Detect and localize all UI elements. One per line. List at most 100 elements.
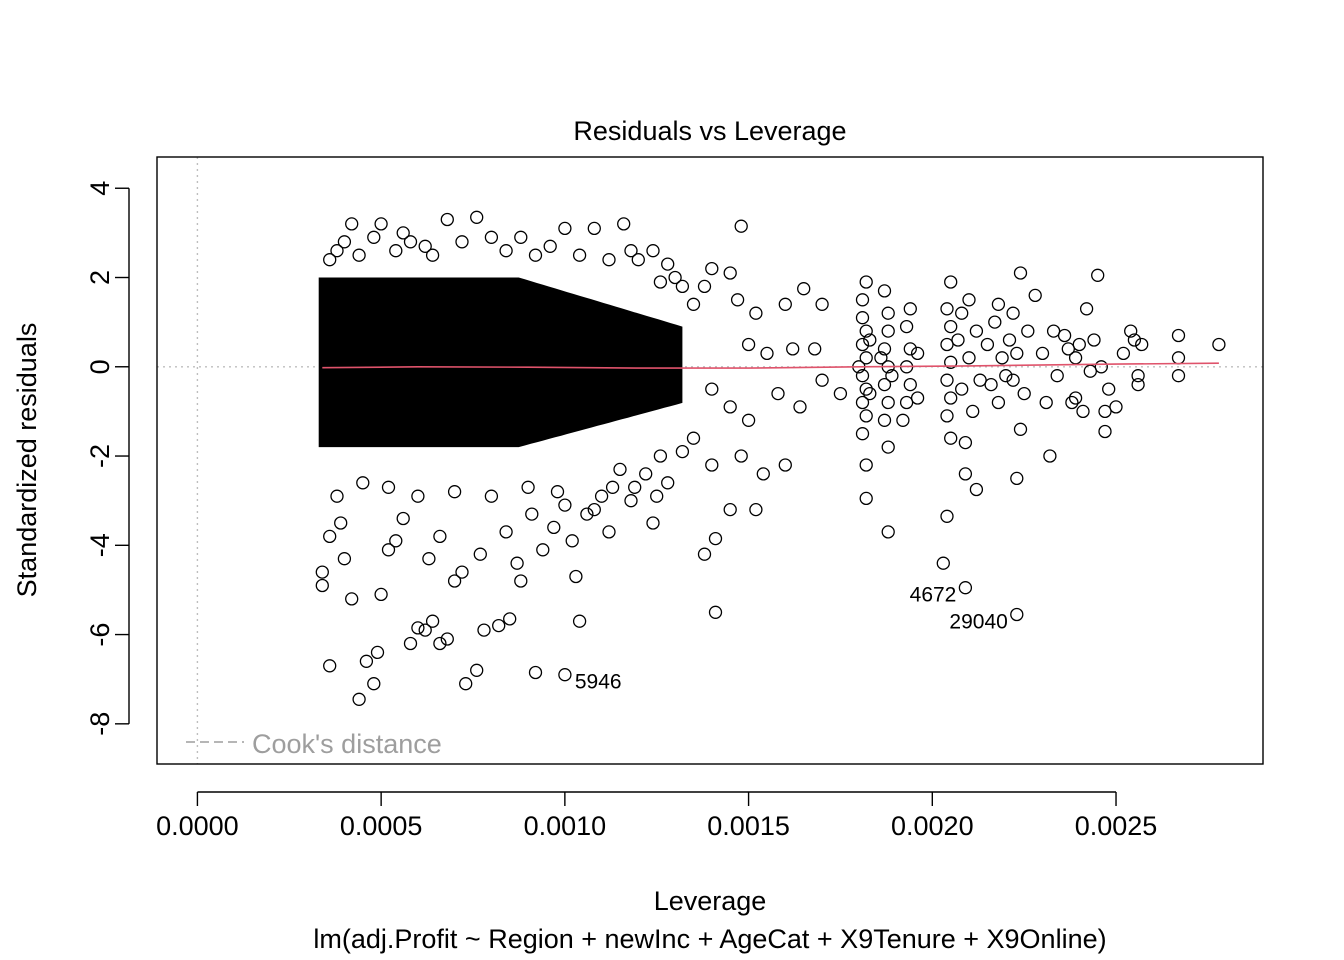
data-point <box>1013 422 1028 436</box>
data-point <box>1010 471 1024 486</box>
data-point <box>602 525 616 539</box>
y-tick-label: 4 <box>85 181 115 196</box>
data-point <box>697 279 712 294</box>
dense-point-cloud <box>318 277 683 448</box>
data-point <box>1171 369 1186 383</box>
data-point <box>899 319 914 334</box>
data-point <box>359 654 374 668</box>
data-point <box>403 636 418 651</box>
data-point <box>741 337 756 352</box>
data-point <box>367 230 381 244</box>
data-point <box>374 217 388 231</box>
data-point <box>955 382 969 396</box>
data-point <box>1013 266 1028 280</box>
data-point <box>778 458 792 472</box>
data-point <box>381 480 396 494</box>
data-point <box>1028 288 1042 303</box>
data-point <box>903 377 917 392</box>
data-point <box>473 547 487 561</box>
data-point <box>661 257 675 271</box>
data-point <box>499 244 513 258</box>
smooth-line <box>322 362 1219 369</box>
data-point <box>345 217 359 231</box>
data-point <box>877 284 892 298</box>
data-point <box>940 409 954 423</box>
data-point <box>705 261 719 276</box>
data-point <box>396 226 410 240</box>
data-point <box>855 427 870 441</box>
data-point <box>440 632 454 646</box>
x-axis: 0.0000 0.0005 0.0010 0.0015 0.0020 0.0025 <box>156 791 1157 841</box>
data-point <box>543 239 557 253</box>
data-point <box>749 502 763 517</box>
data-point <box>969 482 984 497</box>
data-point <box>1035 346 1050 361</box>
data-point <box>617 217 631 231</box>
data-point <box>793 400 807 414</box>
data-point <box>899 395 914 410</box>
data-point <box>334 516 348 530</box>
data-point <box>940 373 954 387</box>
data-point <box>605 480 620 494</box>
data-point <box>859 382 873 396</box>
point-label: 5946 <box>575 671 622 694</box>
data-point <box>1046 324 1061 338</box>
data-point <box>885 369 899 383</box>
data-point <box>859 275 873 289</box>
data-point <box>455 235 469 249</box>
data-point <box>859 409 873 423</box>
data-point <box>503 612 517 626</box>
data-point <box>558 498 572 512</box>
x-tick-label: 0.0005 <box>340 811 423 841</box>
data-point <box>550 485 565 499</box>
data-point <box>323 253 337 267</box>
data-point <box>944 319 958 334</box>
data-point <box>1098 404 1112 419</box>
data-point <box>940 509 954 523</box>
data-point <box>558 221 572 236</box>
data-point <box>315 565 329 579</box>
data-point <box>433 529 447 544</box>
data-point <box>367 677 381 691</box>
data-point <box>374 587 388 602</box>
data-point <box>1043 449 1057 463</box>
data-point <box>966 404 980 419</box>
data-point <box>859 351 873 365</box>
data-point <box>594 489 609 503</box>
y-axis-label: Standardized residuals <box>12 323 42 598</box>
labeled-data-point <box>958 581 973 595</box>
data-point <box>1061 342 1075 356</box>
y-tick-label: -2 <box>85 444 115 468</box>
data-point <box>988 315 1002 329</box>
data-point <box>855 395 870 410</box>
data-point <box>528 665 543 680</box>
data-point <box>815 373 829 387</box>
data-point <box>422 552 436 566</box>
data-point <box>940 302 954 316</box>
chart-title: Residuals vs Leverage <box>573 116 846 146</box>
data-point <box>403 235 418 249</box>
data-point <box>569 569 583 584</box>
data-point <box>863 333 877 347</box>
data-point <box>1065 395 1079 410</box>
data-point <box>708 531 723 546</box>
data-point <box>1010 346 1024 361</box>
data-point <box>459 677 473 691</box>
data-point <box>470 663 484 677</box>
x-tick-label: 0.0000 <box>156 811 239 841</box>
data-point <box>1127 333 1142 347</box>
labeled-data-point <box>558 668 572 682</box>
data-point <box>855 293 870 307</box>
data-point <box>514 574 528 588</box>
data-point <box>1135 337 1149 352</box>
data-point <box>951 333 965 347</box>
data-point <box>881 306 895 320</box>
data-point <box>1171 328 1186 343</box>
data-point <box>760 346 774 361</box>
data-point <box>323 529 337 544</box>
data-point <box>650 489 664 503</box>
data-point <box>352 248 366 262</box>
data-point <box>315 578 329 593</box>
data-point <box>356 476 370 490</box>
